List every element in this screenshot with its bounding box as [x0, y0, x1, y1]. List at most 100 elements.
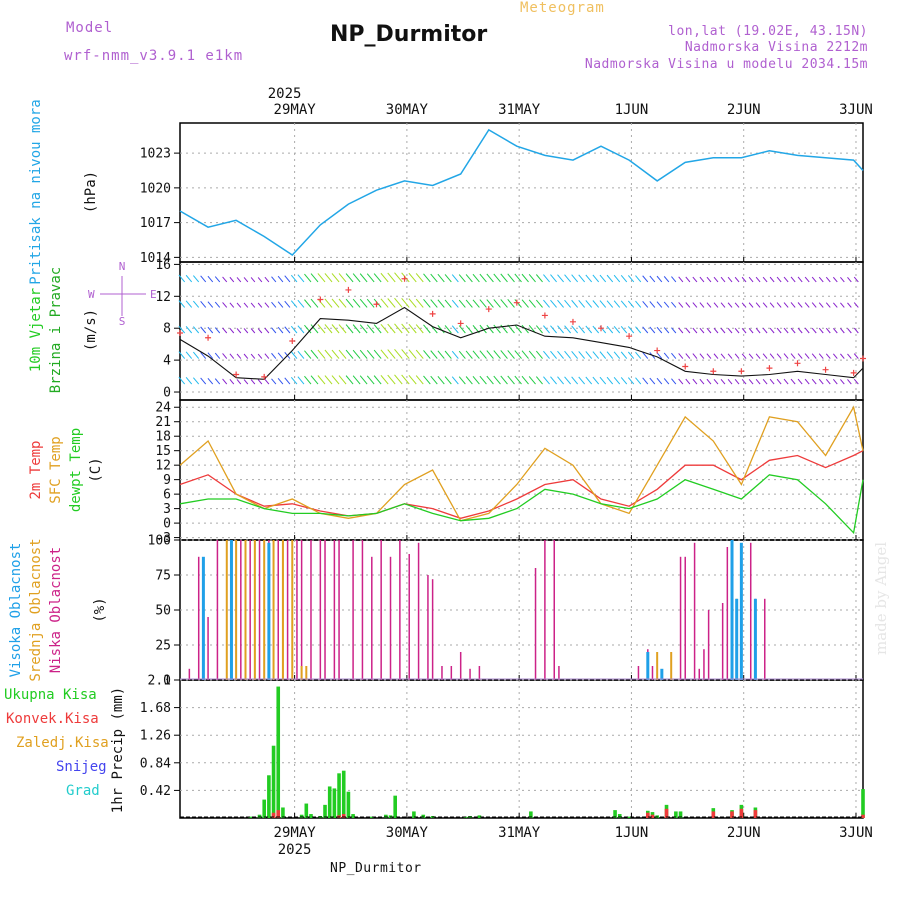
- wind-barb: [692, 378, 698, 385]
- wind-panel-frame: [179, 261, 864, 401]
- wind-barb: [769, 276, 775, 283]
- wind-barb: [380, 272, 389, 283]
- wind-barb: [706, 302, 712, 308]
- wind-barb: [271, 301, 277, 308]
- cloud-bar: [225, 540, 228, 680]
- wind-barb: [713, 378, 719, 385]
- wind-barb: [408, 349, 417, 359]
- wind-barb: [804, 302, 810, 308]
- wind-barb: [451, 299, 459, 308]
- wind-barb: [366, 298, 375, 308]
- wind-barb: [465, 274, 473, 283]
- wind-barb: [797, 276, 803, 283]
- wind-barb: [331, 375, 340, 385]
- wind-barb: [264, 327, 270, 334]
- wind-barb: [479, 273, 487, 283]
- wind-barb: [373, 324, 382, 334]
- wind-barb: [465, 350, 473, 359]
- top-date-label: 1JUN: [615, 102, 649, 118]
- wind-barb: [543, 350, 550, 359]
- wind-barb: [804, 353, 810, 359]
- wind-barb: [592, 274, 600, 283]
- precip-bar: [346, 791, 351, 818]
- cloud-bar: [703, 649, 705, 680]
- wind-barb: [853, 353, 859, 359]
- wind-barb: [514, 299, 522, 308]
- cloud-bar: [371, 556, 373, 680]
- wind-gust-mark: [569, 318, 576, 325]
- wind-barb: [720, 353, 726, 359]
- wind-barb: [458, 376, 466, 385]
- precip-bar: [341, 814, 346, 818]
- wind-barb: [748, 276, 754, 283]
- wind-barb: [479, 350, 487, 359]
- temp-sfc-ylabel: SFC Temp: [48, 436, 64, 503]
- wind-barb: [853, 378, 859, 385]
- wind-barb: [706, 327, 712, 334]
- wind-barb: [200, 301, 207, 308]
- wind-barb: [401, 323, 410, 334]
- wind-gust-mark: [177, 329, 183, 336]
- wind-barb: [380, 298, 389, 308]
- pressure-ytick-label: 1014: [140, 251, 171, 266]
- precip-bar: [678, 811, 683, 818]
- wind-barb: [599, 274, 607, 283]
- cloud-bar: [753, 598, 757, 680]
- temp-line-0: [179, 450, 864, 519]
- cloud-bar: [188, 668, 191, 680]
- wind-dir-e: E: [150, 288, 157, 301]
- wind-barb: [444, 299, 452, 308]
- cloud-bar: [534, 568, 537, 680]
- wind-barb: [415, 349, 424, 359]
- wind-barb: [185, 325, 193, 334]
- wind-barb: [200, 377, 207, 385]
- wind-barb: [571, 299, 579, 308]
- cloud-bar: [478, 666, 481, 680]
- wind-barb: [297, 325, 305, 334]
- precip-legend-1: Konvek.Kisa: [6, 711, 99, 727]
- cloud-bar: [427, 575, 429, 680]
- wind-barb: [656, 326, 663, 334]
- wind-ylabel-2: Brzina i Pravac: [48, 267, 64, 393]
- wind-barb: [264, 302, 270, 308]
- cloud-bar: [240, 540, 242, 680]
- wind-barb: [818, 378, 824, 385]
- pressure-unit-label: (hPa): [83, 171, 99, 213]
- temp-2m-ylabel: 2m Temp: [28, 440, 44, 499]
- cloud-bar: [389, 556, 392, 680]
- wind-barb: [564, 350, 572, 359]
- wind-gust-mark: [860, 355, 866, 362]
- pressure-ytick-label: 1017: [140, 216, 171, 231]
- wind-barb: [297, 376, 305, 385]
- wind-barb: [493, 299, 501, 308]
- wind-barb: [550, 376, 557, 385]
- wind-barb: [243, 302, 249, 308]
- wind-barb: [521, 375, 529, 385]
- wind-barb: [373, 375, 382, 385]
- wind-barb: [818, 353, 824, 359]
- wind-barb: [649, 326, 656, 334]
- wind-barb: [692, 276, 698, 283]
- precip-bar: [271, 745, 276, 818]
- cloud-bar: [305, 666, 308, 680]
- precip-bar: [711, 811, 716, 818]
- wind-barb: [585, 351, 593, 359]
- wind-barb: [444, 350, 452, 359]
- cloud-bar: [253, 540, 256, 680]
- wind-barb: [762, 302, 768, 308]
- wind-barb: [528, 350, 536, 359]
- wind-barb: [741, 353, 747, 359]
- wind-barb: [734, 379, 740, 385]
- wind-barb: [642, 300, 649, 308]
- wind-barb: [331, 324, 340, 334]
- wind-barb: [685, 378, 691, 385]
- cloud-bar: [216, 540, 219, 680]
- wind-barb: [776, 327, 782, 334]
- precip-legend-2: Zaledj.Kisa: [16, 735, 109, 751]
- cloud-bar: [441, 666, 443, 680]
- wind-barb: [486, 299, 494, 308]
- wind-barb: [500, 299, 508, 308]
- wind-barb: [257, 302, 263, 308]
- wind-ytick-label: 4: [163, 354, 171, 369]
- cloud-bar: [670, 652, 673, 680]
